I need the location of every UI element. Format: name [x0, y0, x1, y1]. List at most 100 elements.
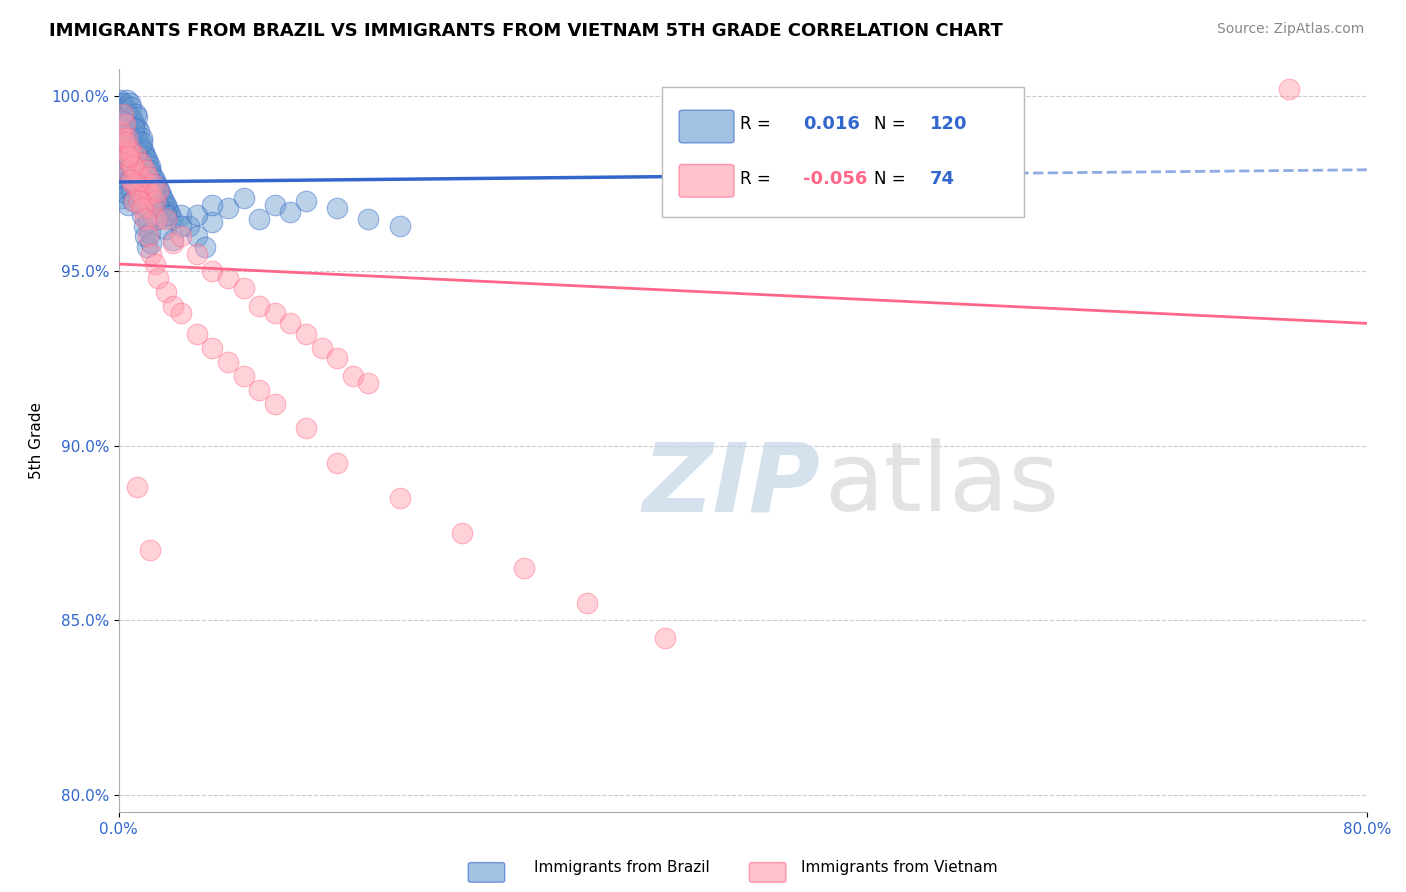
Point	[112, 107, 135, 121]
Point	[125, 107, 148, 121]
Point	[142, 187, 165, 202]
Point	[111, 100, 134, 114]
Text: Immigrants from Brazil: Immigrants from Brazil	[534, 861, 710, 875]
Point	[111, 142, 134, 156]
Point	[146, 180, 169, 194]
Text: atlas: atlas	[824, 439, 1059, 532]
Point	[141, 166, 163, 180]
Point	[162, 233, 184, 247]
Point	[146, 197, 169, 211]
Point	[121, 194, 143, 209]
Point	[145, 211, 167, 226]
Point	[117, 142, 139, 156]
Point	[114, 135, 136, 149]
Point	[357, 211, 380, 226]
Point	[135, 201, 157, 215]
Point	[134, 162, 156, 177]
Point	[128, 124, 150, 138]
Text: N =: N =	[873, 115, 905, 133]
Point	[127, 180, 149, 194]
Point	[149, 187, 172, 202]
Point	[135, 153, 157, 167]
Point	[152, 191, 174, 205]
Point	[127, 120, 149, 135]
Point	[156, 201, 179, 215]
Point	[118, 159, 141, 173]
Point	[127, 480, 149, 494]
Point	[132, 145, 155, 160]
Point	[263, 197, 285, 211]
Text: R =: R =	[741, 115, 770, 133]
Point	[139, 159, 162, 173]
Point	[155, 208, 177, 222]
Point	[153, 194, 176, 209]
Point	[193, 239, 215, 253]
Point	[110, 93, 132, 107]
Point	[201, 341, 224, 355]
Point	[170, 208, 193, 222]
Point	[155, 211, 177, 226]
Point	[112, 138, 135, 153]
Point	[118, 145, 141, 160]
Point	[124, 169, 146, 184]
FancyBboxPatch shape	[679, 164, 734, 197]
Point	[186, 229, 208, 244]
Text: 0.016: 0.016	[803, 115, 859, 133]
Point	[131, 201, 153, 215]
Point	[115, 93, 138, 107]
Point	[131, 131, 153, 145]
Point	[155, 222, 177, 236]
Point	[115, 173, 138, 187]
Point	[120, 173, 142, 187]
Point	[112, 166, 135, 180]
Point	[125, 149, 148, 163]
Point	[128, 135, 150, 149]
Point	[134, 149, 156, 163]
Point	[388, 219, 411, 233]
Point	[127, 166, 149, 180]
Point	[326, 201, 349, 215]
Point	[132, 191, 155, 205]
Point	[112, 131, 135, 145]
Point	[124, 128, 146, 142]
Point	[127, 111, 149, 125]
Point	[117, 149, 139, 163]
Point	[138, 169, 160, 184]
Point	[451, 525, 474, 540]
Point	[201, 215, 224, 229]
Point	[117, 197, 139, 211]
Point	[177, 219, 200, 233]
Point	[117, 166, 139, 180]
Point	[155, 285, 177, 299]
Point	[135, 239, 157, 253]
Point	[124, 120, 146, 135]
Point	[115, 131, 138, 145]
Point	[145, 201, 167, 215]
Point	[111, 96, 134, 111]
Point	[162, 236, 184, 251]
Point	[110, 124, 132, 138]
Point	[155, 197, 177, 211]
Point	[654, 631, 676, 645]
Point	[112, 107, 135, 121]
Point	[120, 184, 142, 198]
Point	[127, 177, 149, 191]
Point	[357, 376, 380, 390]
Point	[128, 187, 150, 202]
Text: IMMIGRANTS FROM BRAZIL VS IMMIGRANTS FROM VIETNAM 5TH GRADE CORRELATION CHART: IMMIGRANTS FROM BRAZIL VS IMMIGRANTS FRO…	[49, 22, 1002, 40]
Point	[141, 246, 163, 260]
Point	[142, 194, 165, 209]
Point	[115, 153, 138, 167]
Text: 74: 74	[929, 169, 955, 187]
Point	[201, 264, 224, 278]
Point	[118, 173, 141, 187]
Point	[232, 281, 254, 295]
Point	[124, 117, 146, 131]
Point	[120, 111, 142, 125]
Text: Source: ZipAtlas.com: Source: ZipAtlas.com	[1216, 22, 1364, 37]
Point	[170, 306, 193, 320]
Point	[114, 100, 136, 114]
Point	[112, 153, 135, 167]
Point	[134, 211, 156, 226]
Point	[143, 257, 166, 271]
